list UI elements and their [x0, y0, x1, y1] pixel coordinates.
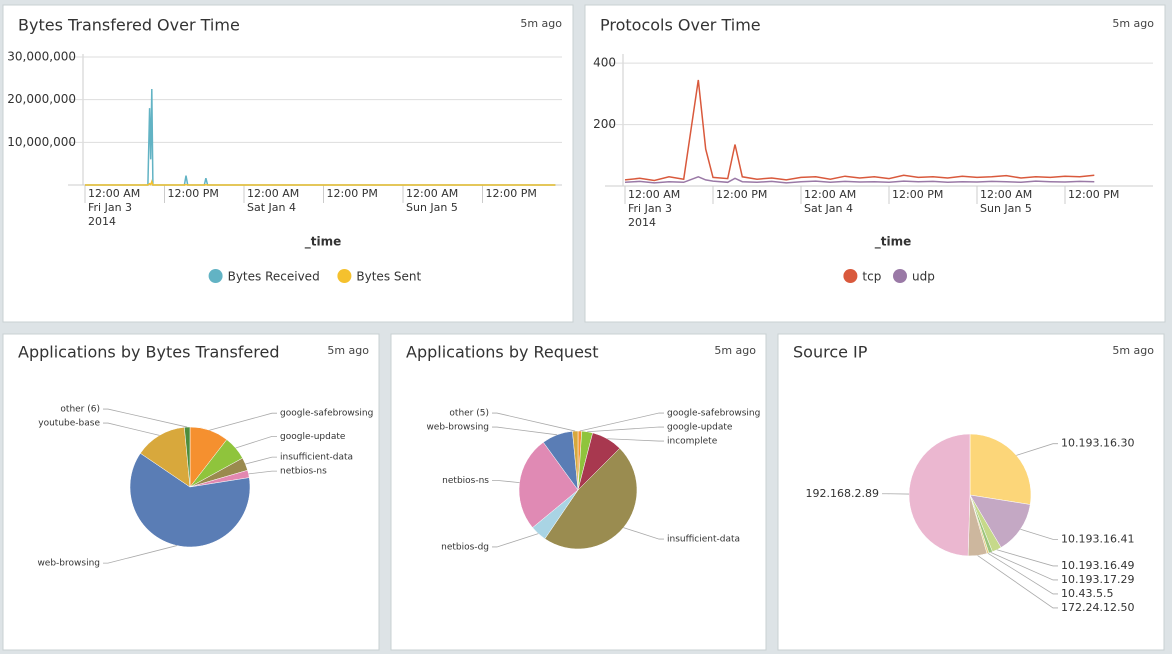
leader-line [492, 426, 558, 436]
leader-line [990, 552, 1058, 581]
slice-label: netbios-ns [280, 467, 327, 477]
y-tick-label: 30,000,000 [7, 50, 76, 64]
pie-slice [544, 447, 638, 550]
slice-label: web-browsing [426, 423, 489, 433]
x-tick-label: 12:00 AM Sun Jan 5 [406, 187, 459, 214]
pie-slice [969, 433, 1032, 505]
leader-line [209, 412, 277, 431]
x-tick-label: 12:00 PM [326, 187, 378, 200]
x-tick-label: 12:00 PM [892, 188, 944, 201]
slice-label: google-safebrowsing [667, 409, 760, 419]
slice-label: youtube-base [38, 419, 100, 429]
x-tick-label: 12:00 AM Sun Jan 5 [980, 188, 1033, 215]
leader-line [245, 456, 277, 465]
y-tick-label: 400 [593, 56, 616, 70]
panel-title: Applications by Bytes Transfered [18, 343, 280, 362]
x-tick-label: 12:00 AM Sat Jan 4 [804, 188, 857, 215]
updated-time: 5m ago [327, 344, 369, 357]
x-axis-title: _time [305, 235, 342, 250]
series-line [624, 175, 1095, 184]
leader-line [1016, 443, 1058, 456]
legend-label: Bytes Sent [356, 270, 421, 284]
slice-label: 172.24.12.50 [1061, 601, 1134, 614]
slice-label: netbios-dg [441, 542, 489, 552]
x-tick-label: 12:00 PM [1068, 188, 1120, 201]
slice-label: other (6) [60, 405, 100, 415]
pie-slice [572, 430, 579, 491]
series-line [624, 79, 1095, 182]
x-tick-label: 12:00 PM [485, 187, 537, 200]
legend-label: Bytes Received [228, 270, 320, 284]
panel-title: Bytes Transfered Over Time [18, 16, 240, 35]
leader-line [492, 533, 539, 548]
panel-title: Source IP [793, 343, 868, 362]
leader-line [623, 527, 664, 540]
leader-line [1020, 528, 1058, 540]
slice-label: web-browsing [37, 559, 100, 569]
leader-line [492, 412, 576, 432]
slice-label: 10.193.16.30 [1061, 437, 1134, 450]
updated-time: 5m ago [714, 344, 756, 357]
legend-swatch [337, 269, 352, 283]
slice-label: insufficient-data [667, 535, 740, 545]
leader-line [492, 479, 520, 484]
leader-line [103, 408, 188, 428]
legend-label: udp [912, 270, 935, 284]
panel-title: Protocols Over Time [600, 16, 761, 35]
slice-label: incomplete [667, 437, 718, 447]
x-axis-title: _time [875, 235, 912, 250]
leader-line [607, 438, 664, 442]
panel [2, 4, 574, 323]
pie-slice [518, 441, 579, 528]
x-tick-label: 12:00 PM [167, 187, 219, 200]
slice-label: 10.43.5.5 [1061, 587, 1113, 600]
series-line [85, 179, 556, 186]
x-tick-label: 12:00 AM Sat Jan 4 [247, 187, 300, 214]
legend-swatch [208, 269, 223, 283]
pie-slice [184, 426, 191, 488]
leader-line [579, 412, 664, 432]
legend-label: tcp [862, 270, 881, 284]
slice-label: 10.193.16.41 [1061, 532, 1134, 545]
slice-label: google-update [667, 423, 733, 433]
pie-slice [140, 426, 191, 488]
slice-label: other (5) [449, 409, 489, 419]
leader-line [248, 470, 277, 475]
leader-line [977, 555, 1058, 609]
leader-line [996, 549, 1058, 567]
leader-line [103, 545, 178, 564]
updated-time: 5m ago [1112, 17, 1154, 30]
slice-label: 10.193.16.49 [1061, 559, 1134, 572]
leader-line [235, 435, 277, 449]
x-tick-label: 12:00 AM Fri Jan 3 2014 [628, 188, 681, 229]
pie-slice [129, 452, 251, 548]
updated-time: 5m ago [520, 17, 562, 30]
slice-label: google-safebrowsing [280, 409, 373, 419]
leader-line [987, 552, 1058, 595]
y-tick-label: 10,000,000 [7, 135, 76, 149]
updated-time: 5m ago [1112, 344, 1154, 357]
x-tick-label: 12:00 PM [716, 188, 768, 201]
x-tick-label: 12:00 AM Fri Jan 3 2014 [88, 187, 141, 228]
slice-label: 192.168.2.89 [806, 487, 879, 500]
panel-title: Applications by Request [406, 343, 599, 362]
slice-label: 10.193.17.29 [1061, 573, 1134, 586]
leader-line [103, 422, 160, 436]
slice-label: netbios-ns [442, 476, 489, 486]
legend-swatch [893, 269, 907, 283]
slice-label: insufficient-data [280, 453, 353, 463]
slice-label: google-update [280, 432, 346, 442]
pie-slice [969, 494, 1031, 548]
legend-swatch [843, 269, 858, 283]
leader-line [587, 426, 664, 433]
y-tick-label: 20,000,000 [7, 92, 76, 106]
y-tick-label: 200 [593, 117, 616, 131]
panel [584, 4, 1166, 323]
